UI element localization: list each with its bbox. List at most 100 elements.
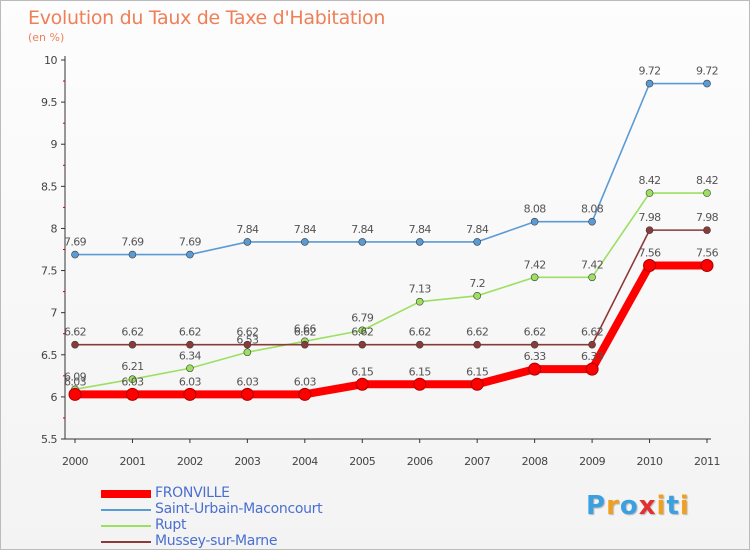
x-tick-label: 2004 [292, 455, 318, 468]
data-point [301, 340, 309, 349]
data-label: 6.33 [581, 350, 604, 363]
data-point [358, 340, 367, 349]
data-label: 6.62 [581, 326, 603, 339]
x-tick-label: 2010 [637, 455, 663, 468]
data-point [240, 387, 254, 401]
data-label: 6.03 [236, 375, 259, 388]
data-label: 6.62 [409, 326, 431, 339]
data-point [71, 340, 79, 349]
proxiti-logo: Proxiti [586, 491, 690, 521]
data-label: 6.03 [64, 375, 87, 388]
data-label: 6.21 [121, 360, 143, 373]
data-point [473, 340, 481, 349]
x-tick-label: 2011 [694, 455, 720, 468]
data-label: 7.84 [351, 223, 374, 236]
data-point [415, 340, 424, 349]
data-label: 6.53 [236, 333, 259, 346]
data-point [473, 238, 481, 246]
data-label: 6.09 [64, 370, 87, 383]
y-tick-label: 6 [51, 391, 58, 404]
data-point [71, 250, 79, 259]
data-point [473, 292, 481, 300]
data-point [358, 326, 367, 335]
legend-swatch [101, 541, 151, 543]
data-point [530, 217, 539, 226]
legend-swatch [101, 525, 151, 527]
data-point [700, 259, 714, 273]
data-label: 9.72 [638, 65, 660, 78]
data-label: 6.15 [351, 365, 374, 378]
legend-label: Mussey-sur-Marne [155, 533, 278, 549]
data-point [243, 238, 252, 246]
data-label: 7.84 [236, 223, 259, 236]
line-chart: 5.5 6 6.5 7 7.5 8 8.5 9 9.5 10 2000 2001 2002 2003 200… [41, 54, 721, 468]
y-tick-label: 7.5 [41, 265, 57, 278]
data-point [301, 238, 309, 246]
data-label: 7.84 [294, 223, 317, 236]
data-point [588, 340, 596, 349]
data-point [186, 340, 194, 349]
data-point [703, 189, 711, 197]
legend-label: FRONVILLE [155, 485, 230, 501]
x-tick-label: 2001 [119, 455, 145, 468]
data-label: 7.69 [179, 236, 202, 249]
data-label: 6.62 [236, 326, 258, 339]
data-label: 7.2 [469, 277, 485, 290]
data-label: 8.08 [524, 203, 547, 216]
data-label: 6.15 [466, 365, 489, 378]
data-label: 6.62 [64, 326, 86, 339]
data-point [183, 387, 197, 401]
data-label: 7.69 [64, 236, 87, 249]
data-label: 6.03 [179, 375, 202, 388]
data-label: 7.56 [696, 247, 719, 260]
data-label: 9.72 [696, 65, 718, 78]
data-point [298, 387, 312, 401]
data-label: 6.62 [294, 326, 316, 339]
data-point [530, 340, 539, 349]
data-point [530, 273, 539, 282]
data-point [128, 250, 137, 259]
data-label: 6.79 [351, 311, 374, 324]
x-tick-label: 2005 [349, 455, 375, 468]
data-label: 8.42 [638, 174, 660, 187]
series-line-fronville [71, 261, 711, 399]
data-label: 7.98 [638, 211, 661, 224]
data-point [413, 377, 427, 391]
x-tick-label: 2006 [407, 455, 433, 468]
data-label: 6.62 [524, 326, 546, 339]
data-point [68, 387, 82, 401]
data-label: 6.62 [466, 326, 488, 339]
data-point [186, 364, 194, 373]
data-point [645, 189, 654, 197]
data-point [645, 226, 654, 234]
data-label: 6.03 [294, 375, 317, 388]
data-label: 6.66 [294, 322, 317, 335]
data-point [588, 217, 596, 226]
x-tick-label: 2007 [464, 455, 490, 468]
data-point [243, 348, 252, 357]
data-point [588, 273, 596, 282]
data-point [415, 238, 424, 246]
data-point [415, 297, 424, 306]
chart-title: Evolution du Taux de Taxe d'Habitation [28, 7, 386, 29]
x-tick-label: 2009 [579, 455, 605, 468]
data-label: 7.69 [121, 236, 144, 249]
data-point [125, 387, 139, 401]
y-tick-label: 8.5 [41, 180, 57, 193]
x-tick-label: 2008 [522, 455, 548, 468]
data-point [186, 250, 194, 259]
data-label: 6.15 [409, 365, 432, 378]
y-tick-label: 5.5 [41, 433, 57, 446]
y-tick-label: 10 [44, 54, 57, 67]
data-point [355, 377, 369, 391]
data-label: 7.42 [581, 258, 603, 271]
data-label: 6.03 [121, 375, 144, 388]
data-point [643, 259, 657, 273]
data-point [128, 375, 137, 384]
data-label: 7.98 [696, 211, 719, 224]
data-point [703, 79, 711, 88]
data-point [128, 340, 137, 349]
legend-swatch [101, 509, 151, 511]
legend-label: Saint-Urbain-Maconcourt [155, 501, 323, 517]
